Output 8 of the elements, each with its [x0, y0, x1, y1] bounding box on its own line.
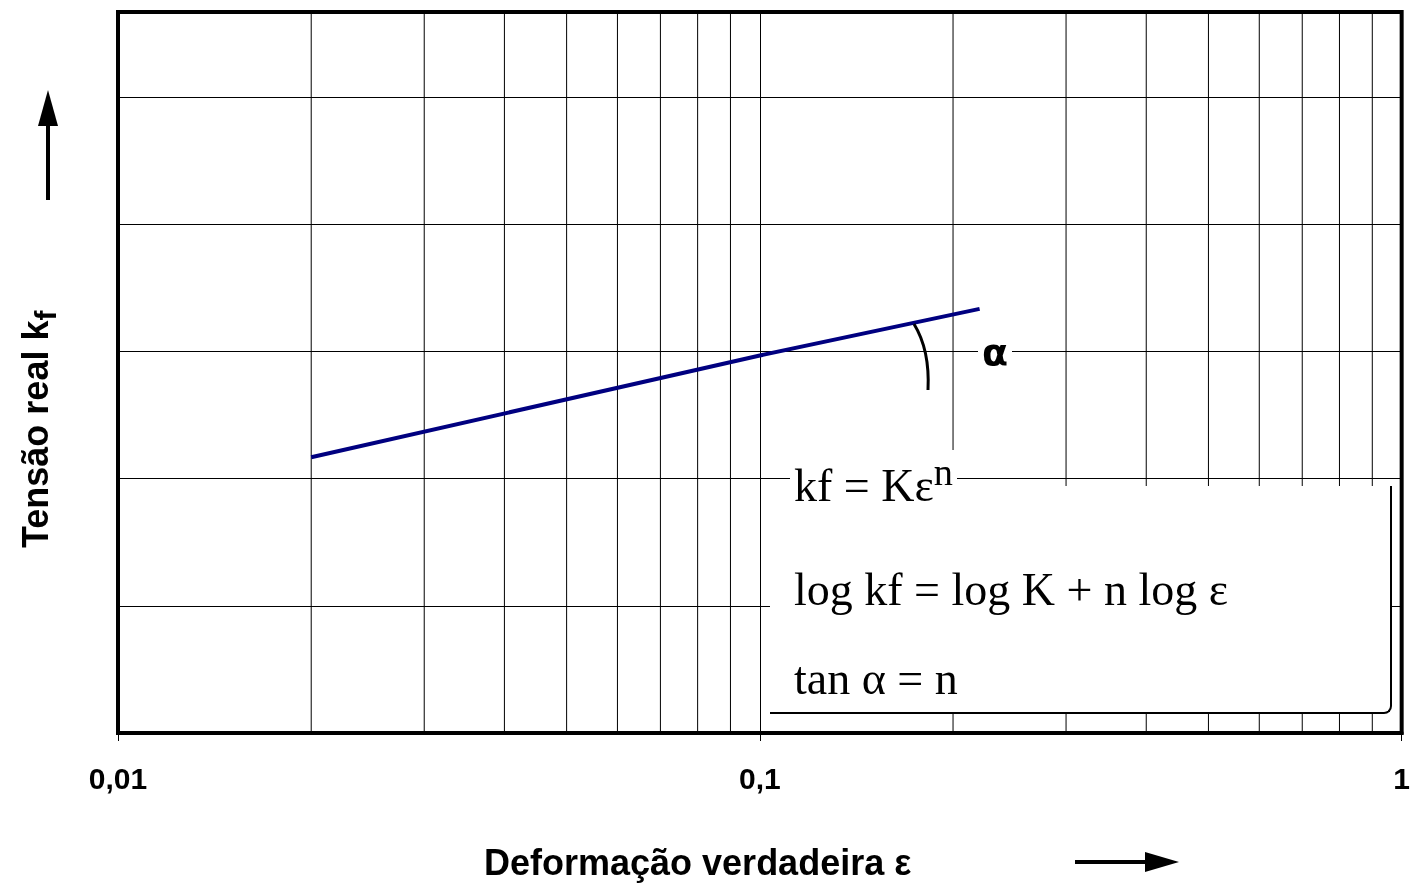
x-tick-label: 1: [1393, 761, 1410, 795]
annotation: α: [978, 330, 1013, 374]
annotation: log kf = log K + n log ε: [790, 563, 1233, 616]
x-tick-label: 0,1: [738, 761, 781, 795]
x-tick-label: 0,01: [88, 761, 148, 795]
annotation: kf = Kε$^{n}$: [790, 450, 957, 513]
x-axis-title: Deformação verdadeira ε: [484, 842, 912, 884]
annotation: tan α = n: [790, 652, 962, 705]
